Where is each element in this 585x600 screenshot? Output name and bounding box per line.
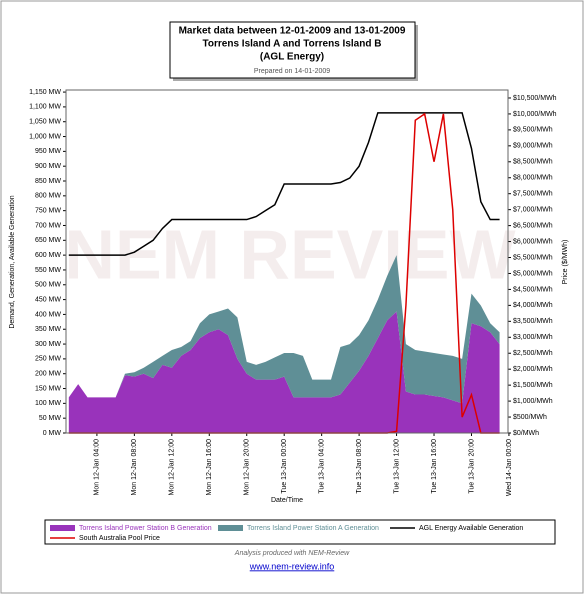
- y-tick-label: 700 MW: [35, 222, 61, 229]
- x-tick-label: Tue 13-Jan 20:00: [468, 439, 475, 494]
- chart-subtitle: (AGL Energy): [260, 52, 324, 63]
- y-axis-title: Demand, Generation, Available Generation: [9, 195, 16, 328]
- y-tick-label: 600 MW: [35, 252, 61, 259]
- footer-link[interactable]: www.nem-review.info: [249, 561, 335, 571]
- y-tick-label: 950 MW: [35, 148, 61, 155]
- y2-tick-label: $6,000/MWh: [513, 238, 553, 245]
- y2-tick-label: $10,500/MWh: [513, 95, 557, 102]
- title-box: [169, 21, 416, 79]
- watermark: NEM REVIEW: [64, 215, 515, 293]
- y2-tick-label: $5,000/MWh: [513, 270, 553, 277]
- x-tick-label: Tue 13-Jan 16:00: [431, 439, 438, 494]
- y-tick-label: 300 MW: [35, 341, 61, 348]
- area: [68, 311, 500, 433]
- x-tick-label: Mon 12-Jan 20:00: [244, 439, 251, 496]
- prepared-date: Prepared on 14-01-2009: [254, 68, 330, 75]
- y2-axis-title: Price ($/MWh): [562, 240, 569, 285]
- y-tick-label: 550 MW: [35, 267, 61, 274]
- y-tick-label: 650 MW: [35, 237, 61, 244]
- x-tick-label: Mon 12-Jan 16:00: [206, 439, 213, 496]
- y2-tick-label: $10,000/MWh: [513, 111, 557, 118]
- y-tick-label: 900 MW: [35, 163, 61, 170]
- x-axis-title: Date/Time: [271, 497, 303, 504]
- x-tick-label: Tue 13-Jan 04:00: [318, 439, 325, 494]
- legend-label: AGL Energy Available Generation: [419, 525, 523, 532]
- y2-tick-label: $7,500/MWh: [513, 191, 553, 198]
- y2-tick-label: $500/MWh: [513, 414, 547, 421]
- y-tick-label: 250 MW: [35, 356, 61, 363]
- y-tick-label: 100 MW: [35, 400, 61, 407]
- y-tick-label: 1,000 MW: [29, 133, 61, 140]
- y2-tick-label: $3,500/MWh: [513, 318, 553, 325]
- x-tick-label: Tue 13-Jan 00:00: [281, 439, 288, 494]
- y2-tick-label: $9,500/MWh: [513, 127, 553, 134]
- y2-tick-label: $4,500/MWh: [513, 286, 553, 293]
- area: [68, 255, 500, 404]
- y-tick-label: 150 MW: [35, 385, 61, 392]
- chart-subtitle: Torrens Island A and Torrens Island B: [203, 39, 382, 50]
- y2-tick-label: $9,000/MWh: [513, 143, 553, 150]
- legend-swatch: [50, 525, 75, 531]
- y2-tick-label: $2,000/MWh: [513, 366, 553, 373]
- y-tick-label: 350 MW: [35, 326, 61, 333]
- y2-tick-label: $1,000/MWh: [513, 398, 553, 405]
- y2-tick-label: $4,000/MWh: [513, 302, 553, 309]
- y-tick-label: 1,100 MW: [29, 104, 61, 111]
- y-tick-label: 1,150 MW: [29, 89, 61, 96]
- legend-label: Torrens Island Power Station A Generatio…: [247, 525, 379, 532]
- y2-tick-label: $0/MWh: [513, 430, 539, 437]
- y-tick-label: 0 MW: [43, 430, 62, 437]
- plot-border: [65, 89, 509, 434]
- y2-tick-label: $1,500/MWh: [513, 382, 553, 389]
- legend-swatch: [218, 525, 243, 531]
- x-tick-label: Tue 13-Jan 08:00: [356, 439, 363, 494]
- footer-note: Analysis produced with NEM-Review: [234, 550, 350, 557]
- x-tick-label: Wed 14-Jan 00:00: [506, 439, 513, 496]
- y-tick-label: 450 MW: [35, 296, 61, 303]
- y2-tick-label: $2,500/MWh: [513, 350, 553, 357]
- x-tick-label: Mon 12-Jan 04:00: [94, 439, 101, 496]
- legend-label: South Australia Pool Price: [79, 535, 160, 542]
- y2-tick-label: $6,500/MWh: [513, 222, 553, 229]
- y2-tick-label: $3,000/MWh: [513, 334, 553, 341]
- y-tick-label: 800 MW: [35, 193, 61, 200]
- y-tick-label: 400 MW: [35, 311, 61, 318]
- x-tick-label: Mon 12-Jan 08:00: [131, 439, 138, 496]
- y-tick-label: 200 MW: [35, 371, 61, 378]
- chart-title: Market data between 12-01-2009 and 13-01…: [179, 26, 406, 37]
- y2-tick-label: $7,000/MWh: [513, 206, 553, 213]
- y-tick-label: 500 MW: [35, 282, 61, 289]
- y-tick-label: 850 MW: [35, 178, 61, 185]
- legend-box: [44, 519, 556, 545]
- line: [68, 112, 500, 256]
- y-tick-label: 50 MW: [39, 415, 62, 422]
- x-tick-label: Mon 12-Jan 12:00: [169, 439, 176, 496]
- y-tick-label: 750 MW: [35, 208, 61, 215]
- legend-label: Torrens Island Power Station B Generatio…: [79, 525, 212, 532]
- y2-tick-label: $8,500/MWh: [513, 159, 553, 166]
- y-tick-label: 1,050 MW: [29, 119, 61, 126]
- x-tick-label: Tue 13-Jan 12:00: [393, 439, 400, 494]
- y2-tick-label: $5,500/MWh: [513, 254, 553, 261]
- y2-tick-label: $8,000/MWh: [513, 175, 553, 182]
